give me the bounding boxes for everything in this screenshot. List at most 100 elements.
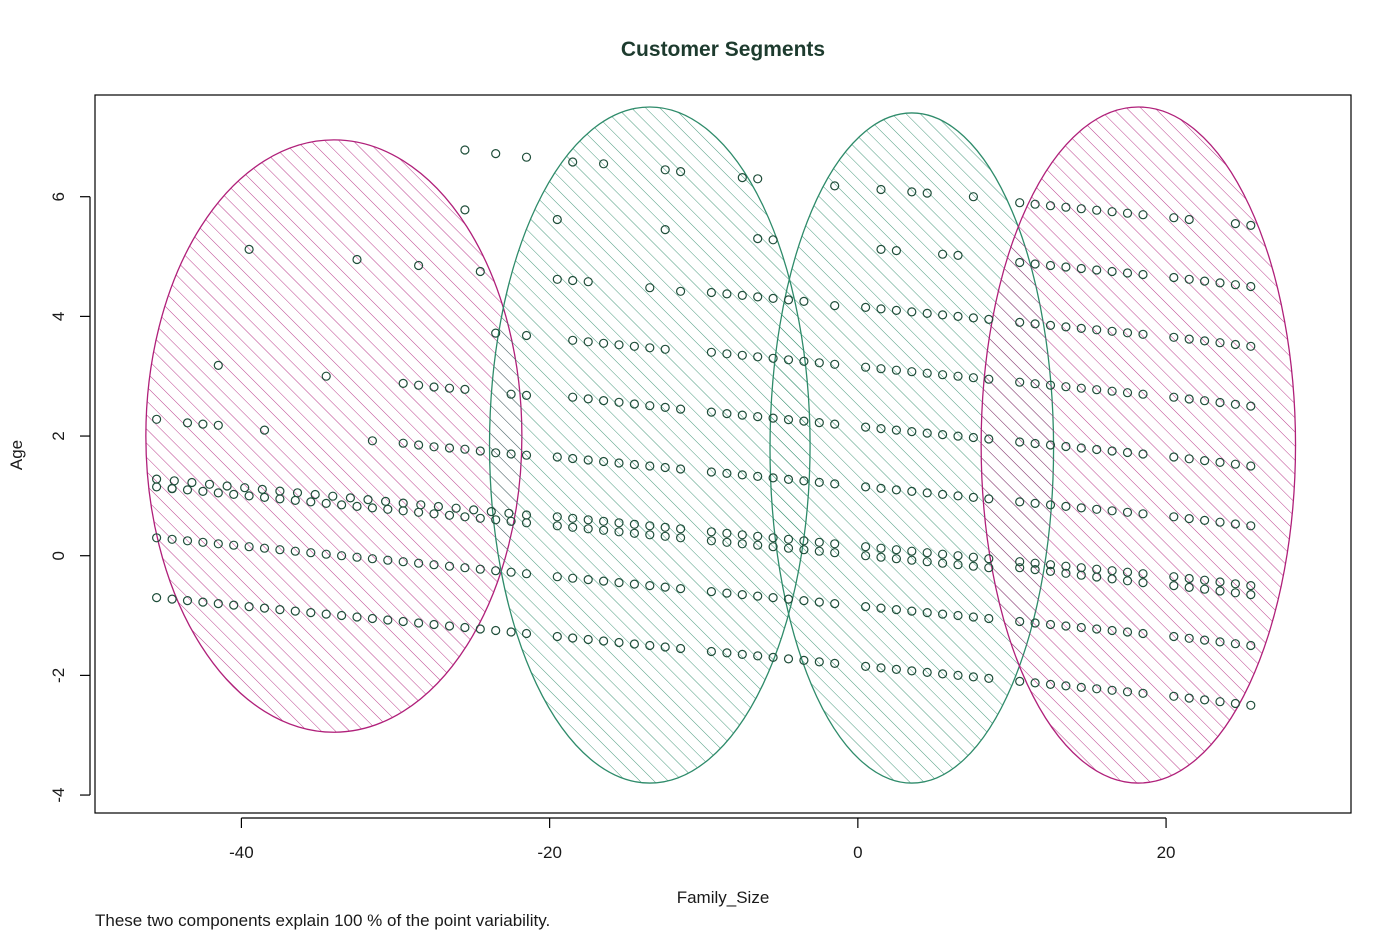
data-point — [1230, 280, 1241, 290]
data-point — [1061, 262, 1071, 272]
data-point — [1138, 389, 1148, 399]
data-point — [799, 476, 809, 486]
data-point — [198, 597, 208, 607]
data-point — [229, 540, 239, 550]
y-axis-label: Age — [7, 440, 26, 470]
data-point — [860, 422, 871, 432]
data-point — [275, 604, 285, 615]
data-point — [1246, 521, 1256, 531]
data-point — [1107, 625, 1117, 636]
data-point — [290, 546, 300, 556]
data-point — [614, 518, 624, 528]
data-point — [444, 383, 455, 393]
data-point — [876, 552, 886, 562]
data-point — [1230, 519, 1241, 529]
data-point — [783, 295, 794, 305]
data-point — [583, 574, 593, 585]
x-tick-label: -40 — [229, 843, 254, 862]
data-point — [722, 349, 732, 359]
data-point — [1076, 383, 1086, 393]
data-point — [568, 335, 578, 345]
data-point — [521, 510, 532, 520]
data-point — [830, 419, 840, 429]
data-point — [937, 489, 948, 499]
data-point — [491, 149, 501, 159]
data-point — [182, 418, 193, 428]
data-point — [506, 627, 516, 637]
data-point — [1215, 697, 1225, 707]
plot-frame — [94, 94, 1352, 814]
data-point — [768, 413, 778, 423]
data-point — [1045, 380, 1056, 390]
data-point — [1230, 698, 1241, 709]
data-point — [229, 489, 239, 499]
data-point — [306, 497, 316, 507]
x-tick-label: -20 — [537, 843, 562, 862]
data-point — [876, 603, 886, 613]
data-point — [491, 328, 501, 338]
data-point — [1045, 440, 1056, 450]
data-point — [521, 450, 532, 460]
data-point — [1246, 580, 1256, 591]
data-point — [1015, 317, 1025, 327]
data-point — [398, 616, 408, 627]
data-point — [198, 419, 208, 429]
data-point — [1061, 561, 1071, 571]
data-point — [1138, 329, 1148, 339]
data-point — [814, 418, 824, 428]
data-point — [1199, 695, 1210, 705]
data-point — [306, 607, 316, 618]
data-point — [783, 654, 794, 664]
data-point — [1246, 589, 1256, 600]
data-point — [244, 601, 254, 612]
data-point — [383, 555, 393, 565]
data-point — [1199, 635, 1210, 645]
data-point — [1199, 584, 1210, 594]
data-point — [1030, 199, 1040, 209]
data-point — [922, 488, 932, 498]
data-point — [451, 503, 461, 513]
data-point — [506, 567, 516, 577]
data-point — [367, 436, 377, 446]
data-point — [953, 491, 963, 501]
data-point — [290, 606, 300, 616]
data-point — [1184, 513, 1194, 524]
data-point — [337, 610, 347, 621]
data-point — [1169, 572, 1179, 582]
data-point — [1076, 323, 1086, 333]
data-point — [645, 530, 655, 540]
data-point — [984, 494, 994, 504]
data-point — [907, 187, 917, 197]
data-point — [629, 528, 640, 538]
data-point — [675, 533, 686, 543]
data-point — [398, 438, 408, 448]
data-point — [1215, 517, 1225, 527]
data-point — [583, 455, 593, 465]
data-point — [1122, 507, 1133, 517]
data-point — [1122, 576, 1133, 586]
data-point — [1122, 388, 1133, 398]
data-point — [1169, 272, 1179, 283]
data-point — [830, 301, 840, 311]
data-point — [984, 554, 994, 564]
data-point — [922, 308, 932, 318]
data-point — [521, 152, 532, 162]
data-point — [1230, 399, 1241, 409]
data-point — [152, 474, 162, 484]
data-point — [1230, 339, 1241, 350]
data-point — [645, 283, 655, 293]
data-point — [645, 521, 655, 531]
data-point — [737, 470, 747, 480]
data-point — [660, 462, 670, 473]
data-point — [907, 555, 917, 565]
data-point — [753, 352, 763, 362]
data-point — [460, 145, 470, 155]
data-point — [552, 572, 562, 582]
data-point — [598, 338, 609, 348]
y-tick-label: -4 — [49, 787, 68, 802]
data-point — [552, 631, 562, 642]
data-point — [1107, 446, 1117, 456]
data-point — [460, 512, 470, 522]
data-point — [337, 551, 347, 561]
data-point — [1230, 459, 1241, 469]
